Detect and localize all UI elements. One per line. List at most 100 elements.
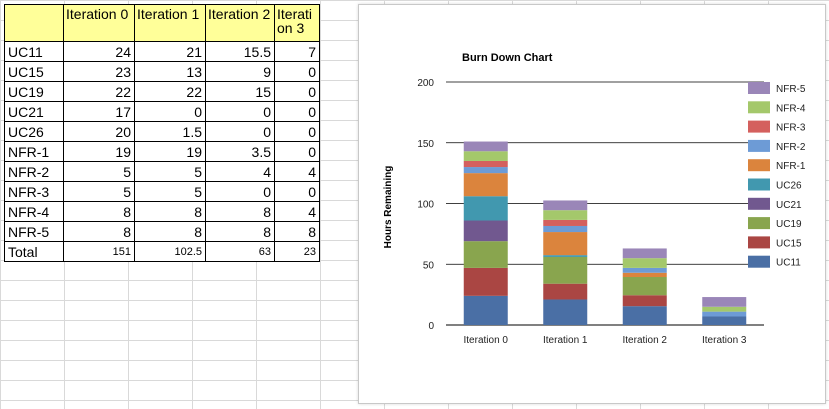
bar-segment-uc21[interactable] bbox=[463, 220, 508, 242]
table-row: UC11 24 21 15.5 7 bbox=[4, 41, 320, 62]
y-tick-label: 50 bbox=[423, 260, 435, 271]
value-cell[interactable]: 0 bbox=[274, 81, 320, 102]
bar-segment-uc15[interactable] bbox=[543, 283, 588, 300]
value-cell[interactable]: 8 bbox=[134, 221, 206, 242]
row-label-cell[interactable]: NFR-3 bbox=[4, 181, 64, 202]
value-cell[interactable]: 0 bbox=[134, 101, 206, 122]
total-value-cell[interactable]: 151 bbox=[63, 241, 135, 262]
chart-title: Burn Down Chart bbox=[462, 52, 553, 64]
value-cell[interactable]: 8 bbox=[63, 221, 135, 242]
header-cell-iteration-0[interactable]: Iteration 0 bbox=[63, 4, 135, 42]
value-cell[interactable]: 22 bbox=[134, 81, 206, 102]
value-cell[interactable]: 8 bbox=[134, 201, 206, 222]
row-label-cell[interactable]: NFR-4 bbox=[4, 201, 64, 222]
value-cell[interactable]: 19 bbox=[134, 141, 206, 162]
value-cell[interactable]: 4 bbox=[205, 161, 275, 182]
bar-segment-nfr-3[interactable] bbox=[463, 160, 508, 168]
bar-segment-uc19[interactable] bbox=[543, 256, 588, 284]
value-cell[interactable]: 5 bbox=[134, 161, 206, 182]
bar-segment-nfr-2[interactable] bbox=[702, 311, 747, 317]
total-label-cell[interactable]: Total bbox=[4, 241, 64, 262]
header-cell-iteration-2[interactable]: Iteration 2 bbox=[205, 4, 275, 42]
value-cell[interactable]: 15 bbox=[205, 81, 275, 102]
value-cell[interactable]: 19 bbox=[63, 141, 135, 162]
header-cell-iteration-3[interactable]: Iteration 3 bbox=[274, 4, 320, 42]
bar-segment-nfr-4[interactable] bbox=[702, 306, 747, 312]
value-cell[interactable]: 21 bbox=[134, 41, 206, 62]
row-label-cell[interactable]: NFR-5 bbox=[4, 221, 64, 242]
bar-segment-uc11[interactable] bbox=[702, 316, 747, 325]
bar-segment-nfr-5[interactable] bbox=[702, 297, 747, 307]
value-cell[interactable]: 5 bbox=[63, 181, 135, 202]
legend-label: NFR-5 bbox=[776, 84, 806, 95]
value-cell[interactable]: 8 bbox=[63, 201, 135, 222]
value-cell[interactable]: 8 bbox=[274, 221, 320, 242]
bar-segment-nfr-4[interactable] bbox=[543, 210, 588, 220]
row-label-cell[interactable]: UC15 bbox=[4, 61, 64, 82]
value-cell[interactable]: 5 bbox=[134, 181, 206, 202]
total-value-cell[interactable]: 63 bbox=[205, 241, 275, 262]
value-cell[interactable]: 4 bbox=[274, 161, 320, 182]
value-cell[interactable]: 4 bbox=[274, 201, 320, 222]
bar-segment-uc11[interactable] bbox=[622, 306, 667, 325]
header-corner-cell[interactable] bbox=[4, 4, 64, 42]
value-cell[interactable]: 0 bbox=[205, 101, 275, 122]
bar-segment-nfr-3[interactable] bbox=[543, 219, 588, 226]
bar-segment-uc11[interactable] bbox=[463, 295, 508, 325]
bar-segment-uc19[interactable] bbox=[463, 241, 508, 268]
total-value-cell[interactable]: 102.5 bbox=[134, 241, 206, 262]
bar-segment-uc15[interactable] bbox=[463, 267, 508, 296]
value-cell[interactable]: 8 bbox=[205, 221, 275, 242]
value-cell[interactable]: 20 bbox=[63, 121, 135, 142]
header-cell-iteration-1[interactable]: Iteration 1 bbox=[134, 4, 206, 42]
value-cell[interactable]: 22 bbox=[63, 81, 135, 102]
value-cell[interactable]: 0 bbox=[274, 181, 320, 202]
bar-segment-nfr-2[interactable] bbox=[543, 225, 588, 233]
value-cell[interactable]: 9 bbox=[205, 61, 275, 82]
value-cell[interactable]: 0 bbox=[205, 121, 275, 142]
y-tick-label: 0 bbox=[428, 321, 434, 332]
value-cell[interactable]: 0 bbox=[205, 181, 275, 202]
chart-panel[interactable]: Burn Down Chart Hours Remaining 0 50 100 15… bbox=[358, 4, 826, 404]
bar-segment-uc26[interactable] bbox=[543, 255, 588, 257]
legend-label: NFR-2 bbox=[776, 142, 806, 153]
value-cell[interactable]: 23 bbox=[63, 61, 135, 82]
row-label-cell[interactable]: NFR-1 bbox=[4, 141, 64, 162]
bar-segment-uc15[interactable] bbox=[622, 295, 667, 307]
bar-segment-nfr-2[interactable] bbox=[622, 267, 667, 273]
value-cell[interactable]: 0 bbox=[274, 61, 320, 82]
bar-segment-nfr-1[interactable] bbox=[543, 232, 588, 256]
bar-segment-uc11[interactable] bbox=[543, 299, 588, 325]
value-cell[interactable]: 7 bbox=[274, 41, 320, 62]
row-label-cell[interactable]: UC19 bbox=[4, 81, 64, 102]
bar-segment-nfr-1[interactable] bbox=[463, 173, 508, 197]
legend-swatch bbox=[748, 101, 770, 114]
bar-segment-nfr-4[interactable] bbox=[463, 151, 508, 161]
value-cell[interactable]: 1.5 bbox=[134, 121, 206, 142]
bar-segment-uc26[interactable] bbox=[463, 196, 508, 221]
value-cell[interactable]: 3.5 bbox=[205, 141, 275, 162]
total-value-cell[interactable]: 23 bbox=[274, 241, 320, 262]
value-cell[interactable]: 15.5 bbox=[205, 41, 275, 62]
value-cell[interactable]: 8 bbox=[205, 201, 275, 222]
row-label-cell[interactable]: UC26 bbox=[4, 121, 64, 142]
row-label-cell[interactable]: UC21 bbox=[4, 101, 64, 122]
table-row: UC21 17 0 0 0 bbox=[4, 101, 320, 122]
bar-segment-nfr-1[interactable] bbox=[622, 272, 667, 278]
bar-segment-nfr-5[interactable] bbox=[622, 248, 667, 259]
value-cell[interactable]: 0 bbox=[274, 121, 320, 142]
bar-segment-nfr-2[interactable] bbox=[463, 167, 508, 174]
value-cell[interactable]: 5 bbox=[63, 161, 135, 182]
value-cell[interactable]: 17 bbox=[63, 101, 135, 122]
value-cell[interactable]: 13 bbox=[134, 61, 206, 82]
value-cell[interactable]: 24 bbox=[63, 41, 135, 62]
bar-segment-nfr-5[interactable] bbox=[543, 200, 588, 211]
bar-segment-nfr-5[interactable] bbox=[463, 141, 508, 152]
row-label-cell[interactable]: NFR-2 bbox=[4, 161, 64, 182]
bar-segment-uc19[interactable] bbox=[622, 277, 667, 296]
value-cell[interactable]: 0 bbox=[274, 101, 320, 122]
value-cell[interactable]: 0 bbox=[274, 141, 320, 162]
table-row: NFR-2 5 5 4 4 bbox=[4, 161, 320, 182]
row-label-cell[interactable]: UC11 bbox=[4, 41, 64, 62]
bar-segment-nfr-4[interactable] bbox=[622, 258, 667, 268]
